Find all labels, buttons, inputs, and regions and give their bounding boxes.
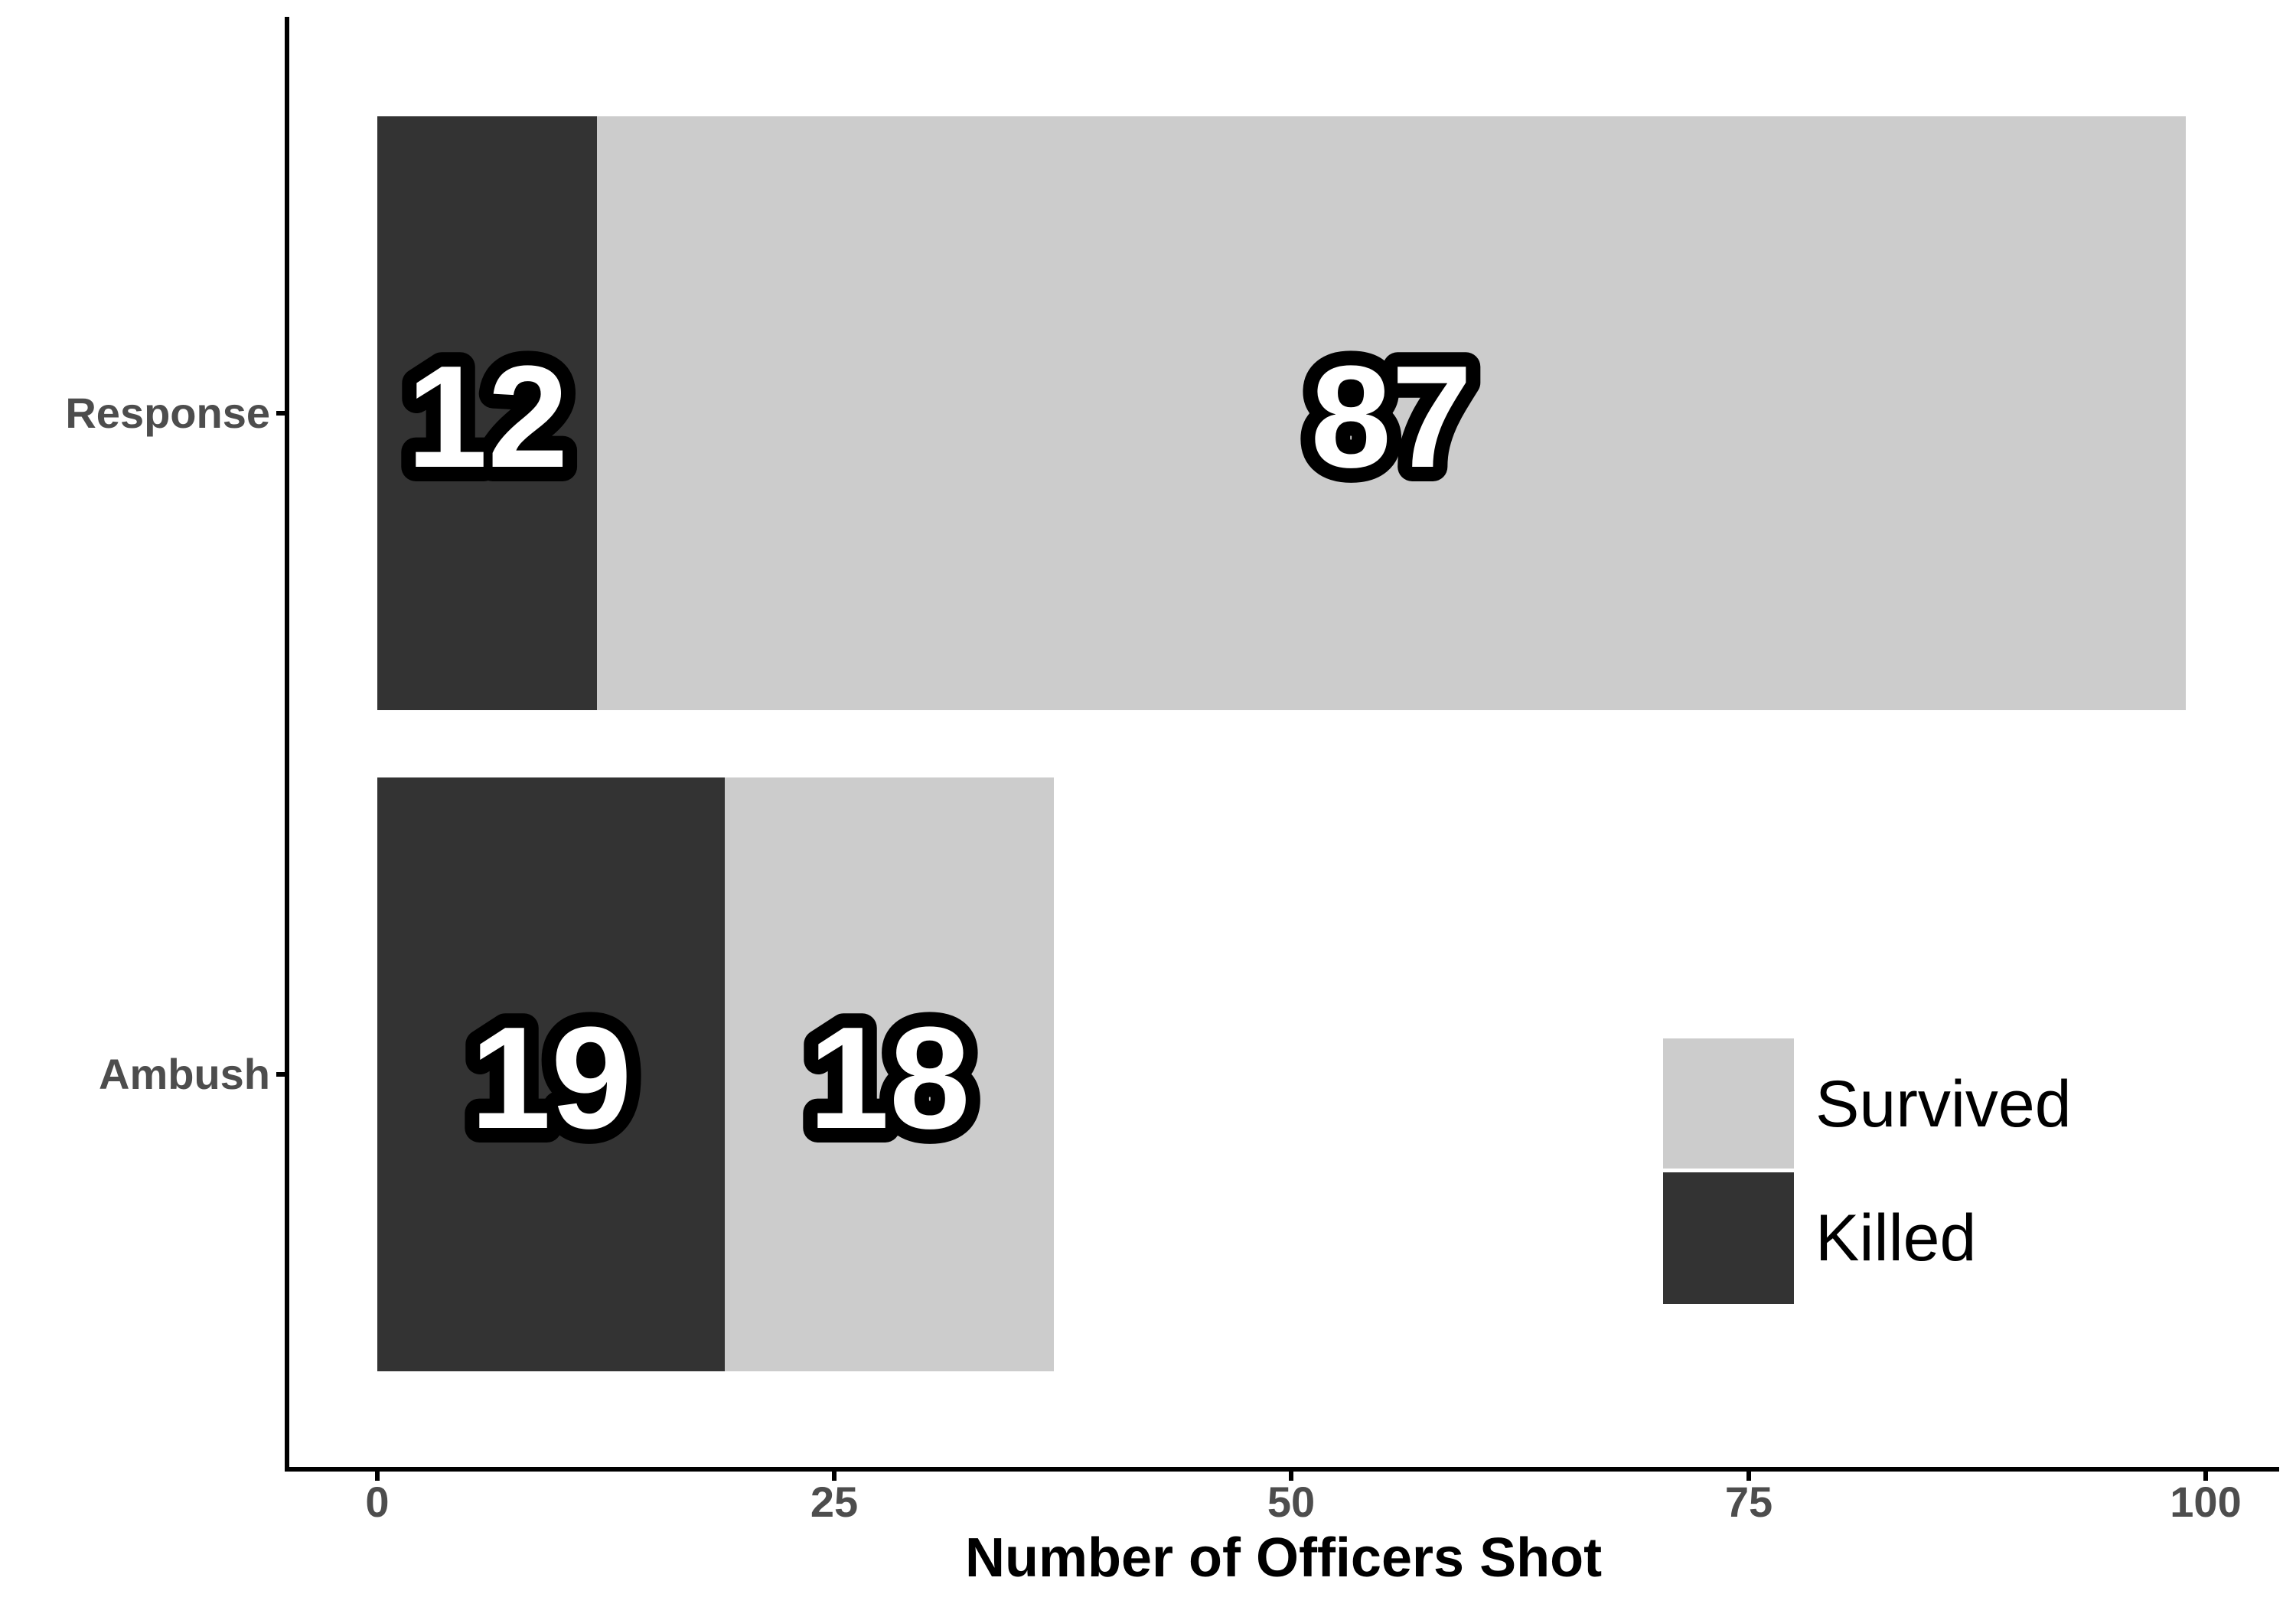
y-axis-label-ambush: Ambush — [99, 1050, 270, 1098]
segment-ambush-killed — [377, 777, 725, 1371]
y-tick-ambush — [276, 1072, 285, 1077]
x-tick-25 — [832, 1472, 837, 1481]
x-axis-title: Number of Officers Shot — [964, 1527, 1603, 1589]
x-tick-100 — [2203, 1472, 2208, 1481]
y-axis-label-response: Response — [65, 389, 270, 437]
y-tick-response — [276, 411, 285, 416]
bar-response — [377, 116, 2186, 710]
segment-response-survived — [597, 116, 2186, 710]
x-tick-label-50: 50 — [1267, 1478, 1316, 1526]
legend-key-killed — [1663, 1172, 1794, 1304]
legend-key-survived — [1663, 1038, 1794, 1169]
x-tick-0 — [375, 1472, 380, 1481]
x-tick-75 — [1746, 1472, 1751, 1481]
bar-ambush — [377, 777, 1054, 1371]
x-axis-line — [285, 1467, 2279, 1472]
x-tick-label-75: 75 — [1724, 1478, 1773, 1526]
x-tick-label-25: 25 — [810, 1478, 859, 1526]
segment-ambush-survived — [725, 777, 1054, 1371]
legend-label-killed: Killed — [1815, 1201, 1977, 1275]
segment-response-killed — [377, 116, 597, 710]
x-tick-label-100: 100 — [2170, 1478, 2242, 1526]
value-label-response-survived: 87 — [1310, 336, 1472, 498]
value-label-ambush-survived: 18 — [808, 997, 970, 1159]
x-tick-50 — [1289, 1472, 1293, 1481]
y-axis-line — [285, 17, 289, 1472]
x-tick-label-0: 0 — [365, 1478, 390, 1526]
value-label-ambush-killed: 19 — [470, 997, 631, 1159]
value-label-response-killed: 12 — [406, 336, 568, 498]
legend-label-survived: Survived — [1815, 1068, 2072, 1141]
